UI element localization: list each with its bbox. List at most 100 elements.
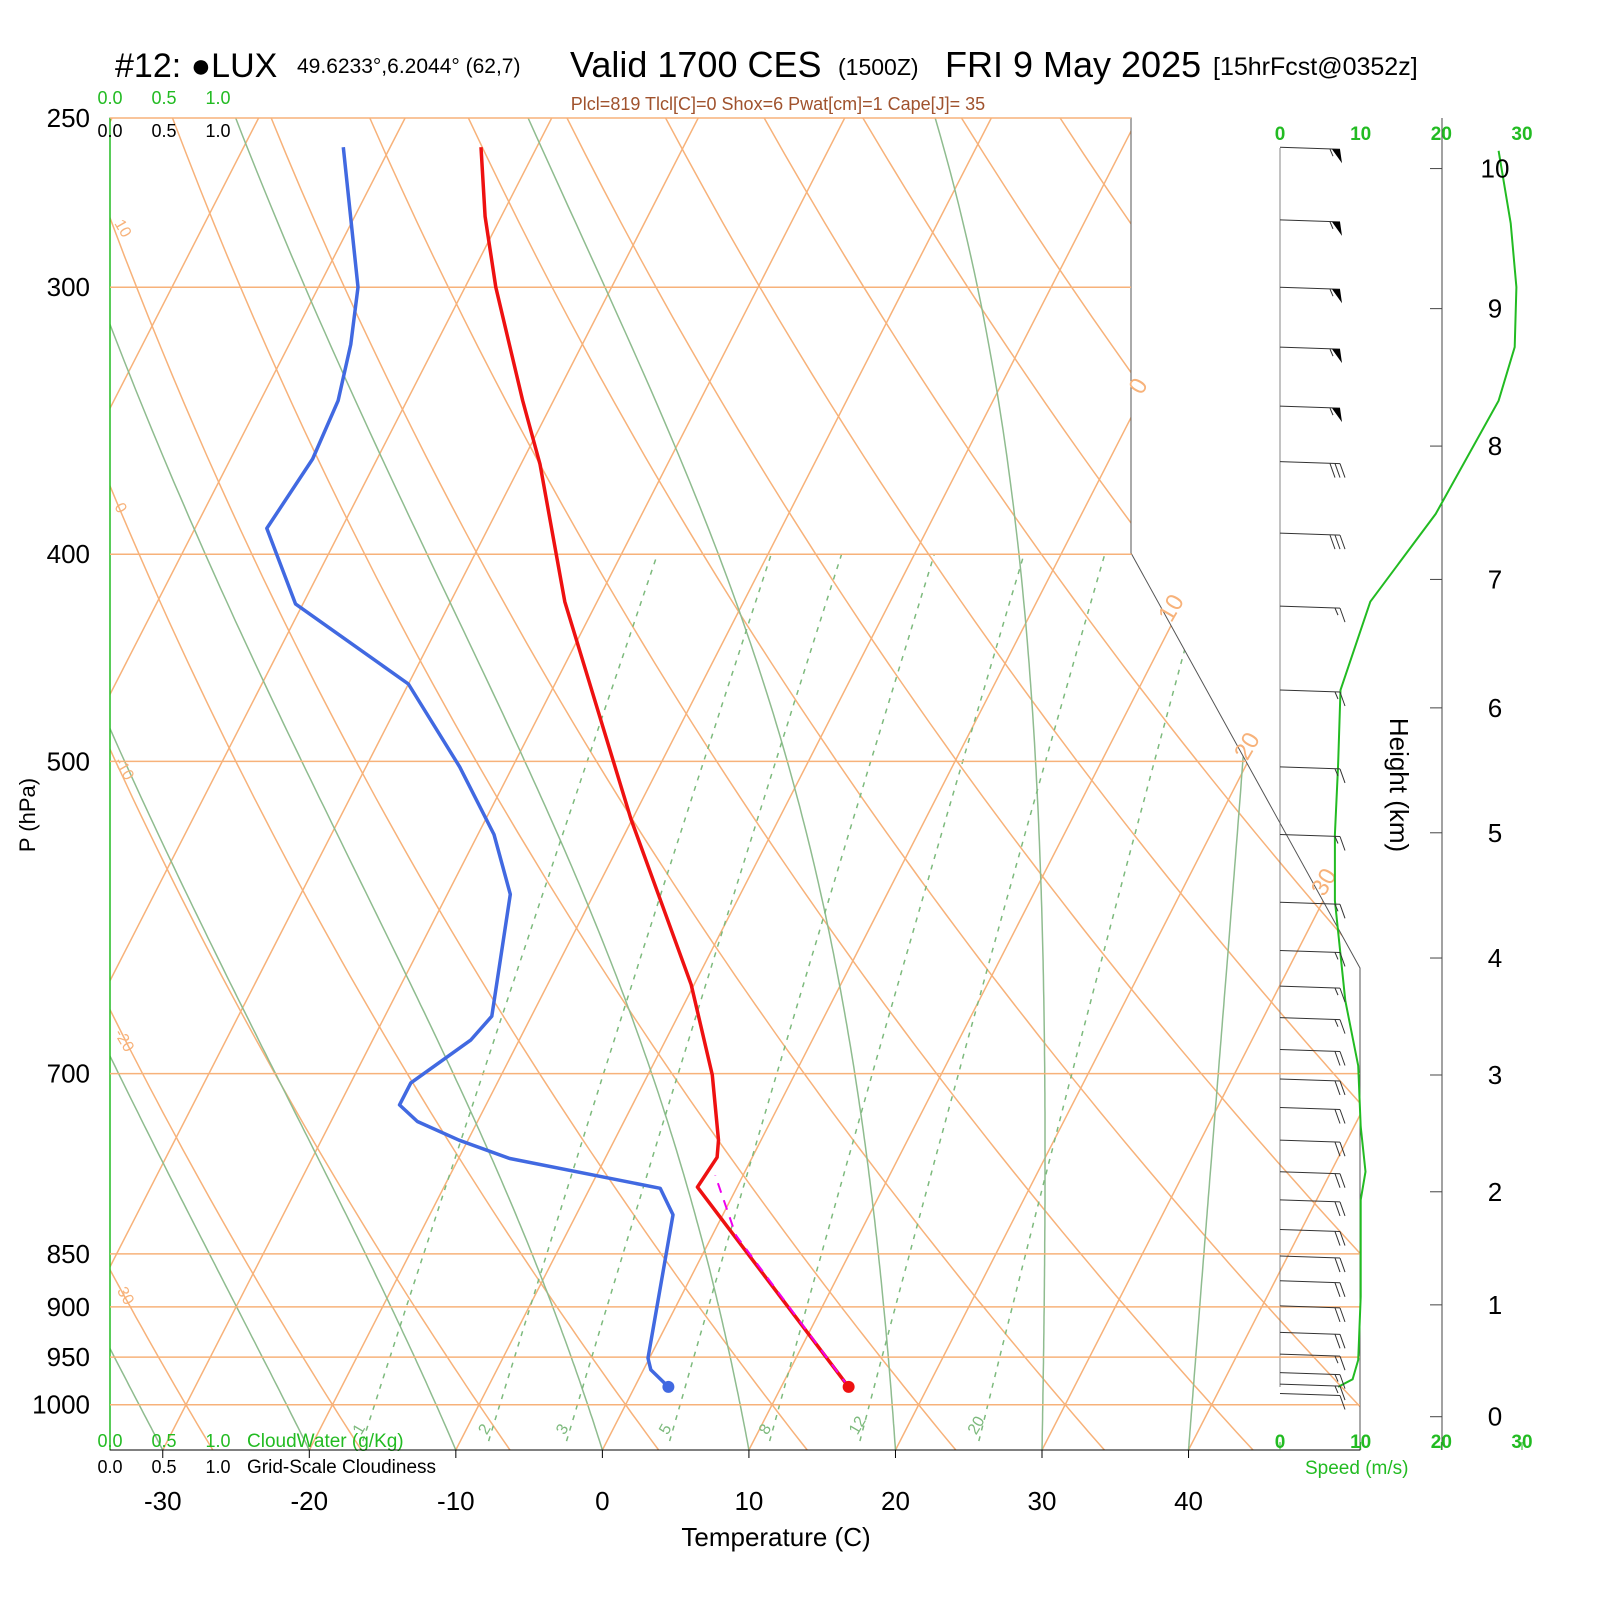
barb-stroke xyxy=(1334,607,1339,616)
speed-tick-label: 10 xyxy=(1350,124,1371,145)
dry-adiabat xyxy=(862,118,1360,1450)
barb-stroke xyxy=(1334,768,1339,777)
wind-barb xyxy=(1279,901,1346,919)
isotherm xyxy=(1187,118,1360,1450)
barb-stroke xyxy=(1279,1078,1341,1082)
height-tick-label: 10 xyxy=(1481,154,1510,184)
barb-stroke xyxy=(1334,1231,1341,1246)
y-tick-label: 500 xyxy=(47,746,90,776)
barb-stroke xyxy=(1334,1080,1341,1096)
x-tick-label: 30 xyxy=(1028,1486,1057,1516)
barb-stroke xyxy=(1279,1048,1341,1052)
barb-stroke xyxy=(1279,1305,1341,1309)
wind-barb xyxy=(1279,461,1346,478)
dry-adiabat xyxy=(664,118,1360,1450)
barb-stroke xyxy=(1334,1257,1341,1273)
mixing-ratio-line xyxy=(668,553,936,1442)
barb-stroke xyxy=(1329,348,1334,357)
wind-barb xyxy=(1279,1255,1346,1273)
wind-barb xyxy=(1279,1078,1346,1096)
isotherm xyxy=(894,118,1360,1450)
barb-stroke xyxy=(1334,1282,1341,1297)
moist-adiabat xyxy=(110,118,310,1450)
dry-adiabat xyxy=(270,118,1105,1450)
barb-stroke xyxy=(1329,221,1334,230)
isotherm xyxy=(110,118,260,1450)
speed-tick-label: 30 xyxy=(1511,124,1532,145)
profile-line xyxy=(714,1174,850,1388)
speed-tick-label: 20 xyxy=(1431,124,1452,145)
barb-stroke xyxy=(1334,534,1341,550)
barb-pennant xyxy=(1332,221,1342,236)
barb-stroke xyxy=(1334,1173,1341,1188)
barb-stroke xyxy=(1334,1142,1341,1157)
barb-stroke xyxy=(1329,407,1334,416)
wind-barb xyxy=(1279,766,1346,784)
wind-barb xyxy=(1279,1280,1346,1297)
barb-stroke xyxy=(1279,901,1341,905)
valid-time: Valid 1700 CES xyxy=(570,44,822,85)
barb-stroke xyxy=(1279,146,1341,150)
wind-barb xyxy=(1279,219,1342,236)
barb-stroke xyxy=(1334,1307,1341,1323)
barb-stroke xyxy=(1279,346,1341,350)
barb-stroke xyxy=(1334,836,1339,844)
date: FRI 9 May 2025 xyxy=(945,44,1201,85)
dry-adiabat xyxy=(110,118,214,1450)
barb-stroke xyxy=(1339,1282,1346,1297)
barb-stroke xyxy=(1339,1142,1346,1157)
barb-stroke xyxy=(1339,1051,1346,1066)
x-tick-label: 40 xyxy=(1174,1486,1203,1516)
barb-stroke xyxy=(1279,949,1341,953)
height-tick-label: 4 xyxy=(1488,943,1502,973)
barb-stroke xyxy=(1334,1385,1339,1394)
barb-stroke xyxy=(1334,952,1339,960)
wind-barb xyxy=(1279,949,1346,967)
barb-stroke xyxy=(1339,836,1346,851)
barb-stroke xyxy=(1339,463,1346,478)
y-tick-label: 250 xyxy=(47,103,90,133)
barb-stroke xyxy=(1279,1280,1341,1284)
wind-barb xyxy=(1279,1017,1346,1034)
cloud-tick-label: 0.0 xyxy=(97,121,122,141)
dry-adiabat xyxy=(110,118,363,1450)
isotherm xyxy=(110,118,553,1450)
profile-line xyxy=(265,147,675,1389)
barb-stroke xyxy=(1334,1374,1339,1382)
x-tick-label: -10 xyxy=(437,1486,475,1516)
height-tick-label: 8 xyxy=(1488,431,1502,461)
barb-stroke xyxy=(1279,985,1341,989)
barb-stroke xyxy=(1279,461,1341,465)
height-tick-label: 5 xyxy=(1488,818,1502,848)
y-tick-label: 400 xyxy=(47,539,90,569)
wind-barb xyxy=(1279,346,1342,364)
height-tick-label: 9 xyxy=(1488,294,1502,324)
barb-stroke xyxy=(1279,1107,1341,1111)
barb-stroke xyxy=(1279,1353,1341,1357)
barb-pennant xyxy=(1332,349,1342,364)
wind-barb xyxy=(1279,1353,1346,1371)
subtitle: Plcl=819 Tlcl[C]=0 Shox=6 Pwat[cm]=1 Cap… xyxy=(571,94,985,114)
mixing-ratio-line xyxy=(565,553,843,1442)
wind-barb xyxy=(1279,286,1342,304)
wind-barb xyxy=(1279,532,1346,550)
barb-stroke xyxy=(1334,1019,1339,1027)
barb-stroke xyxy=(1339,768,1346,784)
barb-stroke xyxy=(1334,1334,1341,1349)
dry-adiabat xyxy=(369,118,1254,1450)
wind-barb xyxy=(1279,1229,1346,1246)
utc-time: (1500Z) xyxy=(838,54,919,80)
wind-barb xyxy=(1279,1139,1346,1157)
barb-stroke xyxy=(1329,534,1336,550)
x-tick-label: -20 xyxy=(291,1486,329,1516)
barb-stroke xyxy=(1279,1383,1341,1387)
barb-stroke xyxy=(1339,1374,1346,1389)
mixing-ratio-line xyxy=(859,553,1106,1442)
x-tick-label: 0 xyxy=(595,1486,609,1516)
barb-stroke xyxy=(1339,987,1346,1003)
isotherm xyxy=(1041,118,1360,1450)
cloud-tick-label: 0.5 xyxy=(151,1431,176,1451)
y-tick-label: 700 xyxy=(47,1059,90,1089)
x-tick-label: 10 xyxy=(734,1486,763,1516)
barb-stroke xyxy=(1329,149,1334,157)
